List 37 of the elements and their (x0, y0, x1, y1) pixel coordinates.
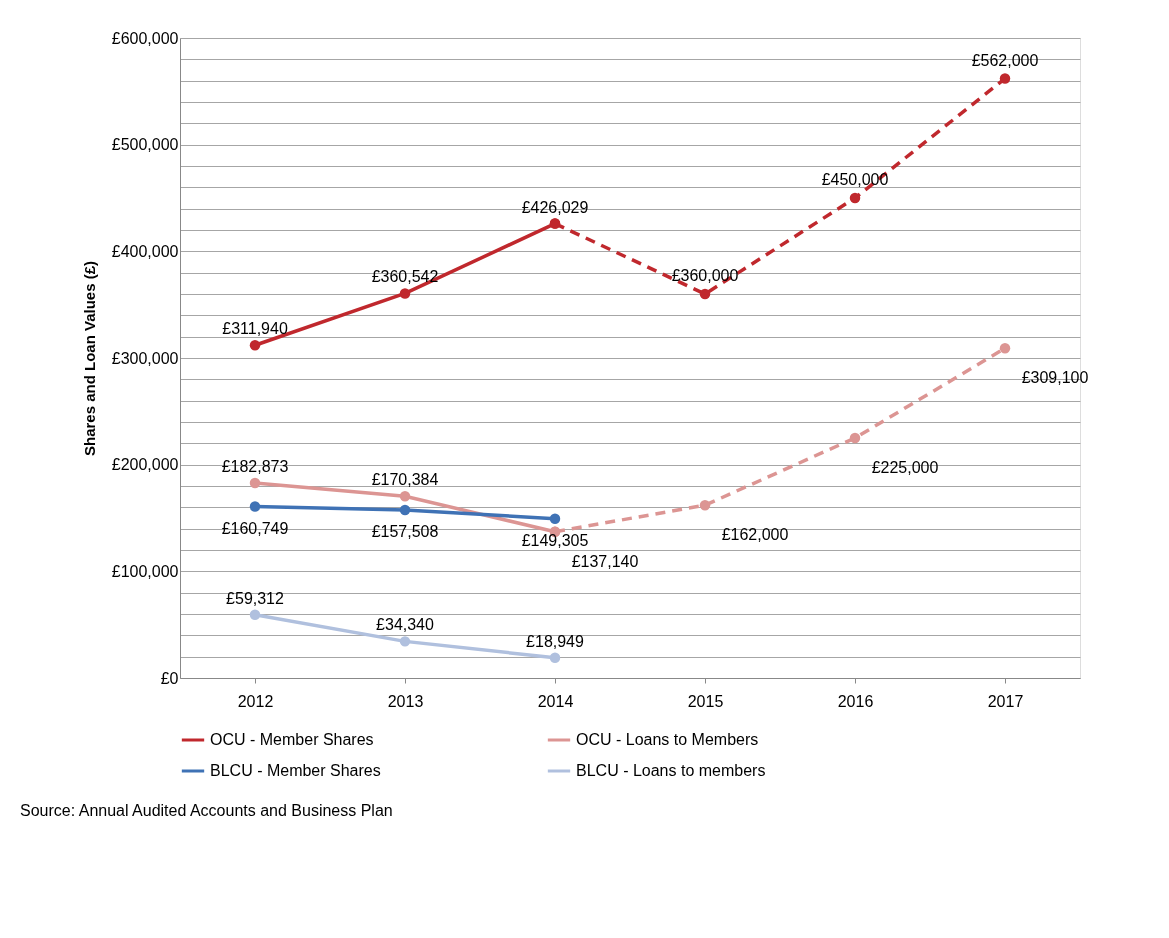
data-label: £426,029 (521, 198, 589, 216)
data-label: £182,873 (221, 457, 289, 475)
data-label: £360,542 (371, 268, 439, 286)
data-label: £309,100 (1021, 369, 1089, 387)
data-label: £170,384 (371, 471, 439, 489)
data-label: £360,000 (671, 267, 739, 284)
y-tick-label: £500,000 (111, 136, 179, 154)
legend-label: OCU - Member Shares (210, 731, 374, 748)
legend-label: BLCU - Loans to members (576, 762, 766, 779)
x-tick-label: 2016 (837, 692, 874, 710)
legend-label: BLCU - Member Shares (210, 762, 381, 779)
y-axis-title: Shares and Loan Values (£) (80, 260, 98, 457)
x-tick-label: 2012 (237, 692, 274, 710)
x-tick-label: 2017 (987, 692, 1024, 710)
x-tick-label: 2014 (537, 692, 574, 710)
data-label: £225,000 (871, 459, 939, 476)
y-tick-label: £0 (160, 669, 179, 687)
y-tick-label: £400,000 (111, 242, 179, 260)
source-note: Source: Annual Audited Accounts and Business Plan (20, 802, 393, 819)
data-label: £34,340 (376, 616, 435, 634)
data-label: £160,749 (221, 519, 289, 537)
data-label: £562,000 (971, 51, 1039, 69)
x-tick-label: 2015 (687, 692, 724, 710)
legend-label: OCU - Loans to Members (576, 731, 759, 748)
data-label: £149,305 (521, 531, 589, 549)
data-label: £311,940 (222, 320, 288, 338)
data-label: £18,949 (526, 632, 585, 650)
data-label: £59,312 (226, 589, 285, 607)
y-tick-label: £600,000 (111, 29, 179, 47)
data-label: £137,140 (571, 552, 639, 570)
y-tick-label: £300,000 (111, 349, 179, 367)
y-tick-label: £100,000 (111, 562, 179, 580)
x-tick-label: 2013 (387, 692, 424, 710)
data-label: £450,000 (821, 171, 889, 188)
y-tick-label: £200,000 (111, 456, 179, 474)
data-label: £157,508 (371, 522, 439, 540)
data-label: £162,000 (721, 526, 789, 544)
